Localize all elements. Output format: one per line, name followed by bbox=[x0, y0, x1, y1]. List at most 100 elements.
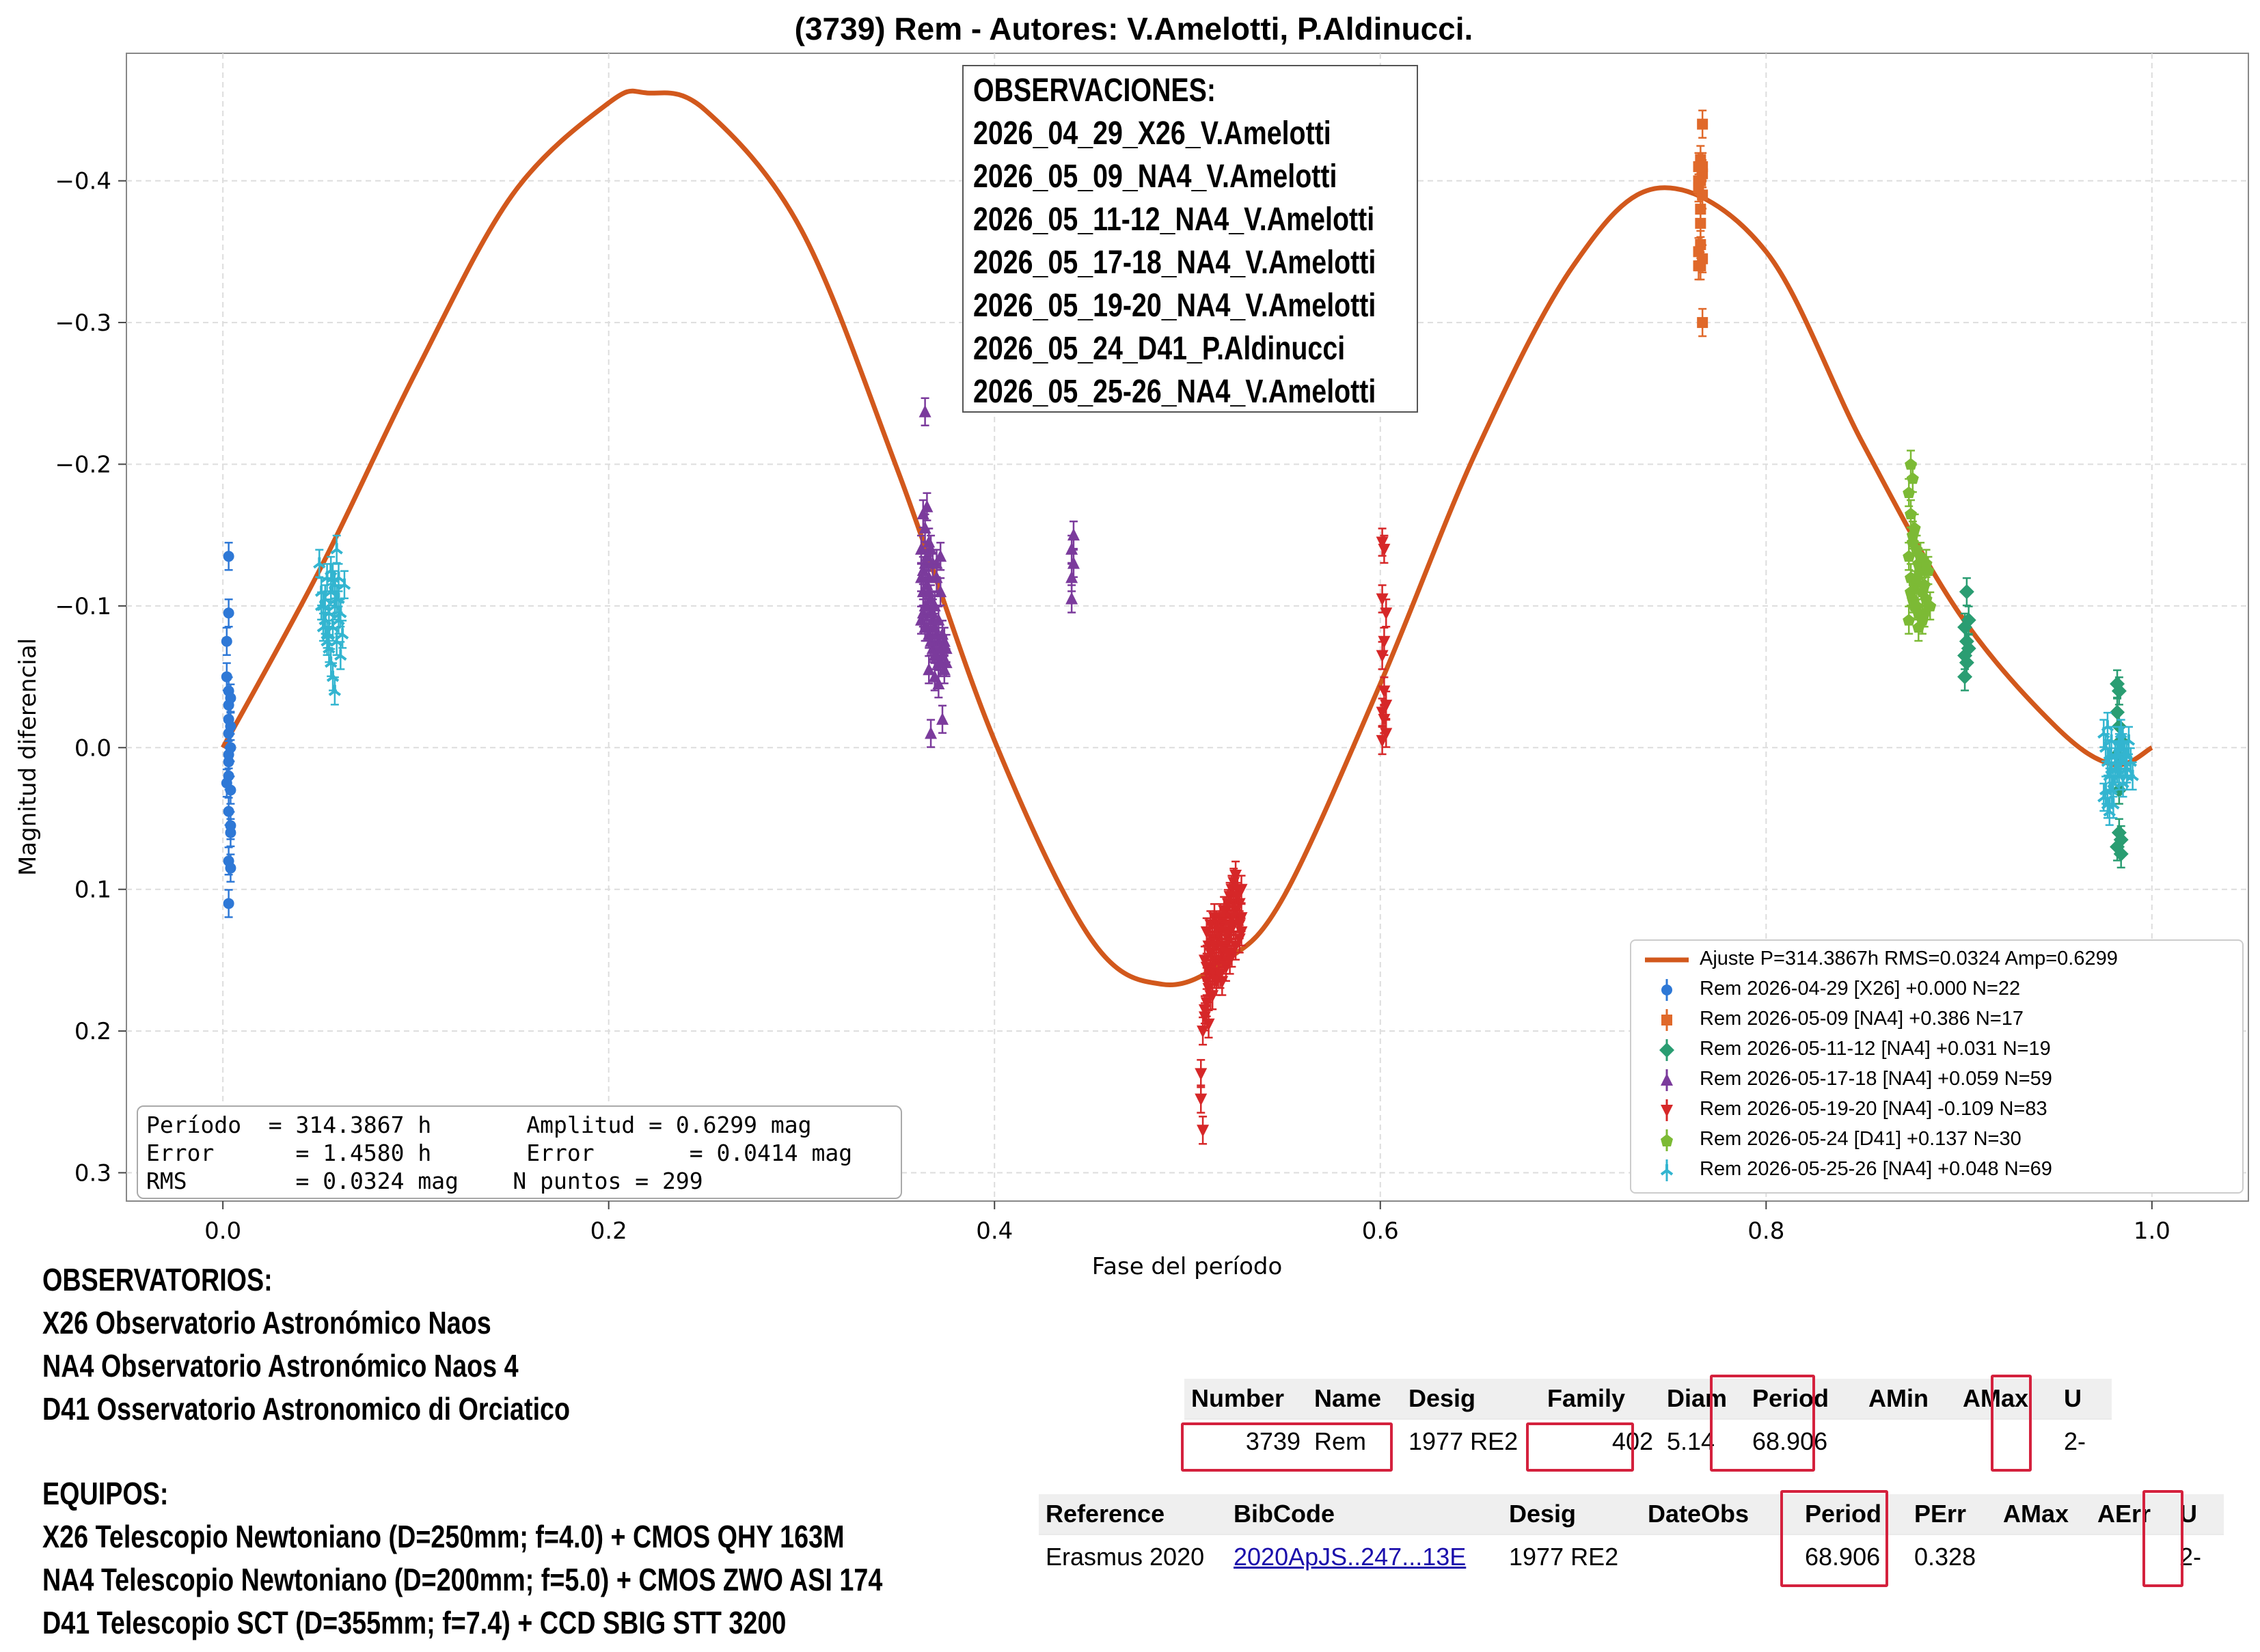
data-point bbox=[313, 549, 326, 578]
stats-line-error: Error = 1.4580 h Error = 0.0414 mag bbox=[146, 1140, 853, 1166]
legend-item-series: Rem 2026-05-25-26 [NA4] +0.048 N=69 bbox=[1631, 1155, 2242, 1185]
axis-ticks: 0.0 0.2 0.4 0.6 0.8 1.0 −0.4 −0.3 −0.2 −0.1 0.0 0.1… bbox=[55, 168, 2170, 1245]
bibcode-link[interactable]: 2020ApJS..247...13E bbox=[1234, 1543, 1467, 1571]
table-cell bbox=[1956, 1418, 2057, 1463]
stats-line-rms: RMS = 0.0324 mag N puntos = 299 bbox=[146, 1168, 703, 1194]
legend-label: Rem 2026-05-19-20 [NA4] -0.109 N=83 bbox=[1700, 1098, 2047, 1120]
highlight-u bbox=[1991, 1375, 2032, 1472]
observation-line: 2026_05_19-20_NA4_V.Amelotti bbox=[973, 288, 1376, 324]
chart-legend: Ajuste P=314.3867h RMS=0.0324 Amp=0.6299… bbox=[1630, 939, 2244, 1194]
marker bbox=[313, 557, 326, 569]
x-tick-label: 0.0 bbox=[204, 1217, 241, 1245]
data-point bbox=[1235, 875, 1248, 904]
table-cell bbox=[1996, 1534, 2091, 1579]
marker bbox=[1903, 614, 1916, 626]
data-point bbox=[1067, 520, 1080, 550]
marker bbox=[1197, 1125, 1210, 1138]
data-point bbox=[1376, 726, 1389, 756]
highlight-family bbox=[1526, 1422, 1634, 1472]
marker bbox=[1218, 905, 1231, 918]
observation-line: 2026_04_29_X26_V.Amelotti bbox=[973, 115, 1331, 152]
marker bbox=[1906, 529, 1919, 541]
table-header: BibCode bbox=[1227, 1494, 1502, 1534]
marker bbox=[923, 663, 936, 676]
marker bbox=[2111, 683, 2127, 699]
marker bbox=[932, 655, 945, 668]
observation-line: 2026_05_17-18_NA4_V.Amelotti bbox=[973, 245, 1376, 281]
highlight-number-name bbox=[1181, 1422, 1393, 1472]
marker bbox=[914, 570, 927, 583]
marker bbox=[1233, 933, 1246, 946]
y-tick-label: 0.0 bbox=[74, 734, 111, 762]
data-point bbox=[934, 577, 947, 607]
data-point bbox=[223, 598, 234, 628]
data-point bbox=[923, 527, 936, 557]
data-point bbox=[1376, 641, 1389, 670]
observation-line: 2026_05_24_D41_P.Aldinucci bbox=[973, 331, 1346, 367]
data-point bbox=[1906, 520, 1919, 550]
marker bbox=[1918, 578, 1931, 590]
table-cell bbox=[1641, 1534, 1798, 1579]
marker bbox=[923, 585, 936, 598]
y-tick-label: 0.2 bbox=[74, 1018, 111, 1045]
marker bbox=[221, 777, 232, 789]
marker bbox=[2126, 769, 2139, 782]
data-point bbox=[1961, 605, 1976, 635]
marker bbox=[1233, 919, 1246, 932]
marker bbox=[1195, 1093, 1208, 1106]
diamond-marker-icon bbox=[1659, 1039, 1674, 1061]
table-header: AMin bbox=[1862, 1379, 1956, 1419]
legend-label: Rem 2026-05-17-18 [NA4] +0.059 N=59 bbox=[1700, 1068, 2052, 1090]
marker bbox=[1697, 118, 1708, 130]
marker bbox=[938, 663, 951, 676]
marker bbox=[1376, 650, 1389, 663]
stats-line-period: Período = 314.3867 h Amplitud = 0.6299 m… bbox=[146, 1112, 812, 1138]
data-point bbox=[1918, 570, 1931, 600]
marker bbox=[221, 671, 232, 683]
table-header: U bbox=[2057, 1379, 2112, 1419]
data-point bbox=[1202, 1009, 1215, 1038]
legend-label: Rem 2026-05-09 [NA4] +0.386 N=17 bbox=[1700, 1008, 2024, 1030]
marker bbox=[1924, 599, 1937, 611]
data-point bbox=[321, 627, 333, 656]
table-header: Diam bbox=[1660, 1379, 1745, 1419]
data-point bbox=[332, 584, 345, 614]
observations-title: OBSERVACIONES: bbox=[973, 72, 1216, 109]
marker bbox=[1903, 550, 1916, 562]
highlight-period-ref bbox=[1780, 1490, 1888, 1587]
data-point bbox=[225, 811, 236, 840]
equipo-line: D41 Telescopio SCT (D=355mm; f=7.4) + CC… bbox=[42, 1605, 787, 1640]
marker bbox=[223, 898, 234, 909]
marker bbox=[1695, 204, 1706, 215]
marker bbox=[934, 585, 947, 598]
marker bbox=[1221, 948, 1234, 961]
table-header-row: Number Name Desig Family Diam Period AMi… bbox=[1184, 1379, 2112, 1419]
y-tick-label: −0.3 bbox=[55, 309, 111, 337]
marker bbox=[1380, 607, 1393, 620]
table-cell bbox=[1862, 1418, 1956, 1463]
table-cell: 2- bbox=[2057, 1418, 2112, 1463]
legend-item-series: Rem 2026-05-09 [NA4] +0.386 N=17 bbox=[1631, 1005, 2242, 1035]
marker bbox=[1903, 486, 1916, 498]
x-tick-label: 1.0 bbox=[2134, 1217, 2170, 1245]
data-point bbox=[1916, 605, 1929, 635]
marker bbox=[1235, 926, 1248, 939]
observation-line: 2026_05_09_NA4_V.Amelotti bbox=[973, 159, 1337, 195]
data-point bbox=[2103, 740, 2116, 769]
observatorio-line: X26 Observatorio Astronómico Naos bbox=[42, 1305, 491, 1340]
pentagon-marker-icon bbox=[1661, 1129, 1673, 1151]
data-point bbox=[2113, 825, 2129, 855]
x-tick-label: 0.8 bbox=[1747, 1217, 1784, 1245]
table-header: AErr bbox=[2091, 1494, 2173, 1534]
circle-marker-icon bbox=[1661, 979, 1672, 1001]
data-point bbox=[918, 397, 931, 426]
legend-item-fit: Ajuste P=314.3867h RMS=0.0324 Amp=0.6299 bbox=[1631, 945, 2242, 975]
y-tick-label: 0.3 bbox=[74, 1160, 111, 1187]
table-header: PErr bbox=[1907, 1494, 1996, 1534]
data-point bbox=[1914, 542, 1927, 571]
data-point bbox=[1697, 152, 1708, 182]
y-tick-label: 0.1 bbox=[74, 877, 111, 904]
data-point bbox=[1695, 194, 1706, 224]
data-point bbox=[1959, 577, 1974, 607]
marker bbox=[223, 749, 234, 760]
